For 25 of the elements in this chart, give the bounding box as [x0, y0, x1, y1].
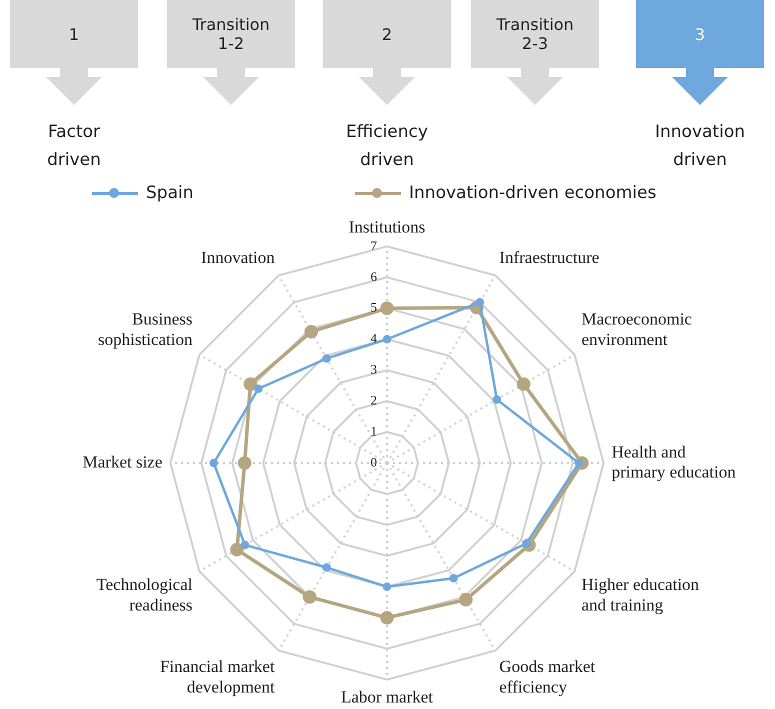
- y-tick-label: 7: [370, 238, 378, 253]
- spoke-label: Financial market development: [160, 657, 275, 697]
- y-tick-label: 3: [370, 362, 377, 377]
- text: Factor driven: [46, 121, 102, 172]
- spoke-label: Health and primary education: [612, 442, 736, 482]
- y-tick-label: 5: [370, 300, 377, 315]
- legend-label: Innovation-driven economies: [409, 183, 656, 203]
- spoke-label: Innovation: [201, 248, 276, 267]
- y-tick-label: 6: [370, 268, 378, 284]
- spoke-label: Infraestructure: [499, 248, 600, 267]
- spoke-label: Labor market: [340, 687, 434, 706]
- spoke-label: Business sophistication: [98, 310, 193, 349]
- spoke-label: Higher education and training: [582, 574, 700, 614]
- spoke-label: Macroeconomic environment: [582, 310, 692, 349]
- y-tick-label: 0: [370, 454, 377, 470]
- spoke-label: Technological readiness: [96, 574, 193, 614]
- spoke-label: Institutions: [348, 218, 426, 237]
- y-tick-label: 4: [370, 330, 378, 346]
- legend-label: Spain: [146, 183, 194, 203]
- text: Efficiency driven: [345, 121, 429, 172]
- y-tick-label: 2: [370, 392, 377, 408]
- spoke-label: Goods market efficiency: [499, 657, 596, 697]
- text: Innovation driven: [654, 121, 746, 172]
- spoke-label: Market size: [82, 452, 162, 472]
- y-tick-label: 1: [370, 423, 377, 438]
